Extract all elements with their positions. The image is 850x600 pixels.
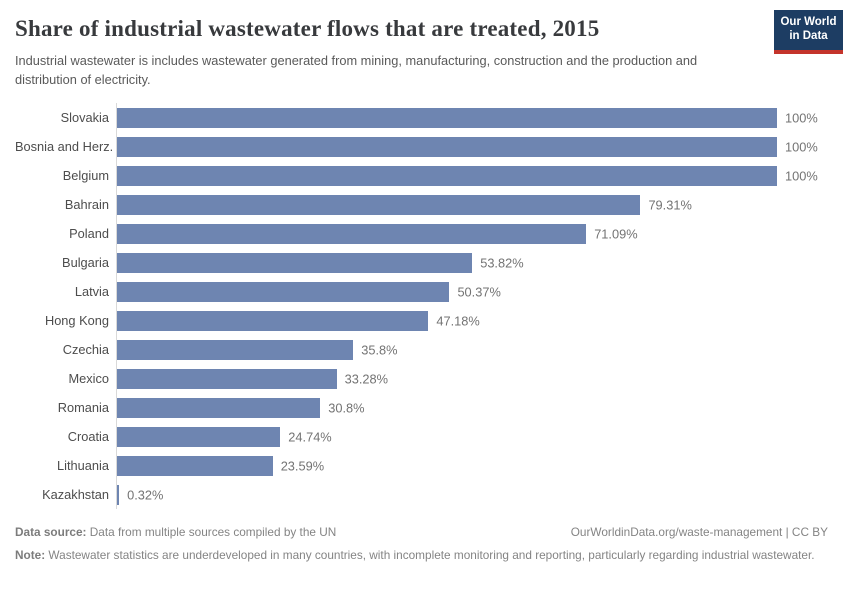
category-label: Mexico — [68, 371, 109, 387]
bar-row: Belgium 100% — [15, 161, 834, 191]
chart-subtitle: Industrial wastewater is includes wastew… — [15, 53, 698, 88]
owid-logo[interactable]: Our World in Data — [774, 10, 843, 54]
bar-rows: Slovakia 100% Bosnia and Herz. 100% Belgium 1… — [15, 103, 834, 510]
bar[interactable] — [117, 165, 777, 186]
bar-row: Bulgaria 53.82% — [15, 248, 834, 278]
category-label: Bahrain — [64, 197, 109, 213]
bar[interactable] — [117, 223, 587, 244]
bar[interactable] — [117, 397, 321, 418]
bar-chart: Slovakia 100% Bosnia and Herz. 100% Belgium 1… — [15, 103, 834, 510]
bar-track: 100% — [116, 161, 818, 191]
category-label: Croatia — [67, 429, 109, 445]
data-source-text: Data source: Data from multiple sources … — [15, 524, 336, 542]
category-label: Latvia — [74, 284, 109, 300]
value-label: 100% — [785, 110, 818, 126]
bar-row: Bosnia and Herz. 100% — [15, 132, 834, 162]
bar-row: Hong Kong 47.18% — [15, 306, 834, 336]
bar[interactable] — [117, 368, 337, 389]
category-label: Czechia — [62, 342, 109, 358]
bar-row: Slovakia 100% — [15, 103, 834, 133]
bar-track: 79.31% — [116, 190, 777, 220]
chart-title: Share of industrial wastewater flows tha… — [15, 16, 600, 41]
footer-note: Note: Wastewater statistics are underdev… — [15, 547, 834, 565]
bar-track: 35.8% — [116, 335, 777, 365]
category-label: Hong Kong — [44, 313, 109, 329]
bar-track: 24.74% — [116, 422, 777, 452]
category-label: Belgium — [62, 168, 109, 184]
bar-row: Czechia 35.8% — [15, 335, 834, 365]
bar[interactable] — [117, 484, 120, 505]
value-label: 47.18% — [436, 313, 480, 329]
bar-row: Poland 71.09% — [15, 219, 834, 249]
bar[interactable] — [117, 107, 777, 128]
bar[interactable] — [117, 426, 281, 447]
bar-track: 100% — [116, 103, 818, 133]
bar[interactable] — [117, 455, 273, 476]
data-source-label: Data source: — [15, 525, 87, 540]
bar-track: 30.8% — [116, 393, 777, 423]
bar-row: Croatia 24.74% — [15, 422, 834, 452]
bar-track: 47.18% — [116, 306, 777, 336]
value-label: 100% — [785, 168, 818, 184]
bar-track: 0.32% — [116, 480, 777, 510]
value-label: 33.28% — [344, 371, 389, 387]
value-label: 79.31% — [648, 197, 692, 213]
bar[interactable] — [117, 281, 450, 302]
category-label: Kazakhstan — [42, 487, 109, 503]
value-label: 0.32% — [127, 487, 164, 503]
bar-row: Mexico 33.28% — [15, 364, 834, 394]
bar-track: 33.28% — [116, 364, 777, 394]
bar-track: 23.59% — [116, 451, 777, 481]
value-label: 30.8% — [328, 400, 365, 416]
owid-logo-line1: Our World — [780, 16, 837, 28]
footer-source-row: Data source: Data from multiple sources … — [15, 524, 834, 542]
chart-footer: Data source: Data from multiple sources … — [15, 524, 834, 564]
bar[interactable] — [117, 339, 354, 360]
value-label: 24.74% — [288, 429, 332, 445]
value-label: 100% — [785, 139, 818, 155]
data-source-value: Data from multiple sources compiled by t… — [86, 525, 337, 540]
owid-url-link[interactable]: OurWorldinData.org/waste-management | CC… — [570, 525, 828, 540]
bar-row: Romania 30.8% — [15, 393, 834, 423]
bar-row: Latvia 50.37% — [15, 277, 834, 307]
note-value: Wastewater statistics are underdeveloped… — [45, 548, 815, 563]
owid-logo-line2: in Data — [789, 30, 828, 43]
value-label: 71.09% — [594, 226, 638, 242]
value-label: 53.82% — [480, 255, 524, 271]
category-label: Poland — [69, 226, 109, 242]
bar[interactable] — [117, 310, 429, 331]
bar-track: 50.37% — [116, 277, 777, 307]
bar[interactable] — [117, 252, 473, 273]
bar-row: Bahrain 79.31% — [15, 190, 834, 220]
category-label: Bulgaria — [62, 255, 109, 271]
category-label: Bosnia and Herz. — [15, 139, 114, 155]
bar-track: 100% — [116, 132, 818, 162]
bar[interactable] — [117, 194, 641, 215]
bar-row: Lithuania 23.59% — [15, 451, 834, 481]
value-label: 23.59% — [280, 458, 325, 474]
category-label: Romania — [57, 400, 109, 416]
note-label: Note: — [15, 548, 46, 563]
bar-track: 71.09% — [116, 219, 777, 249]
value-label: 50.37% — [457, 284, 501, 300]
value-label: 35.8% — [361, 342, 398, 358]
bar-row: Kazakhstan 0.32% — [15, 480, 834, 510]
category-label: Lithuania — [57, 458, 109, 474]
bar[interactable] — [117, 136, 777, 157]
category-label: Slovakia — [60, 110, 109, 126]
bar-track: 53.82% — [116, 248, 777, 278]
